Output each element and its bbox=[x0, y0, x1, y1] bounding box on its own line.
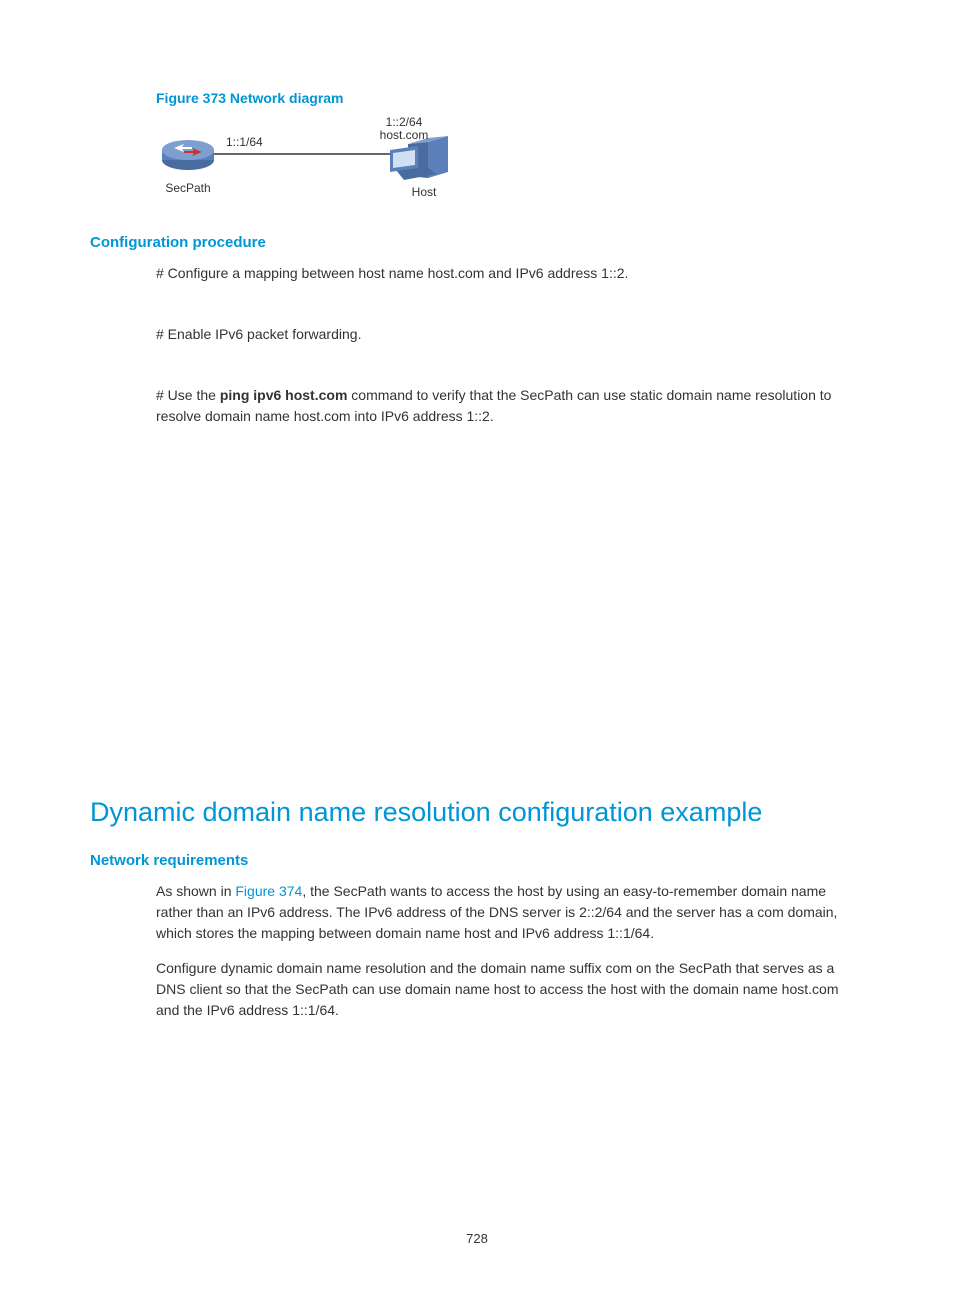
network-diagram: 1::1/64 SecPath 1::2/64 host.com Host bbox=[156, 114, 864, 204]
config-procedure-body: # Configure a mapping between host name … bbox=[156, 263, 864, 427]
page-number: 728 bbox=[0, 1231, 954, 1246]
left-device-label: SecPath bbox=[165, 181, 210, 195]
network-requirements-heading: Network requirements bbox=[90, 852, 864, 869]
right-ip-label: 1::2/64 bbox=[386, 115, 423, 129]
config-p3-bold: ping ipv6 host.com bbox=[220, 387, 348, 403]
figure-caption: Figure 373 Network diagram bbox=[156, 90, 864, 106]
network-requirements-body: As shown in Figure 374, the SecPath want… bbox=[156, 881, 864, 1021]
config-p2: # Enable IPv6 packet forwarding. bbox=[156, 324, 864, 345]
figure-374-link[interactable]: Figure 374 bbox=[235, 883, 302, 899]
left-ip-label: 1::1/64 bbox=[226, 135, 263, 149]
config-p3-pre: # Use the bbox=[156, 387, 220, 403]
dynamic-example-heading: Dynamic domain name resolution configura… bbox=[90, 797, 864, 828]
netreq-p1-pre: As shown in bbox=[156, 883, 235, 899]
netreq-p2: Configure dynamic domain name resolution… bbox=[156, 958, 864, 1021]
config-p1: # Configure a mapping between host name … bbox=[156, 263, 864, 284]
host-icon bbox=[390, 136, 448, 180]
netreq-p1: As shown in Figure 374, the SecPath want… bbox=[156, 881, 864, 944]
config-procedure-heading: Configuration procedure bbox=[90, 234, 864, 251]
right-device-label: Host bbox=[412, 185, 437, 199]
right-hostname-label: host.com bbox=[380, 128, 429, 142]
config-p3: # Use the ping ipv6 host.com command to … bbox=[156, 385, 864, 427]
router-icon bbox=[162, 140, 214, 170]
